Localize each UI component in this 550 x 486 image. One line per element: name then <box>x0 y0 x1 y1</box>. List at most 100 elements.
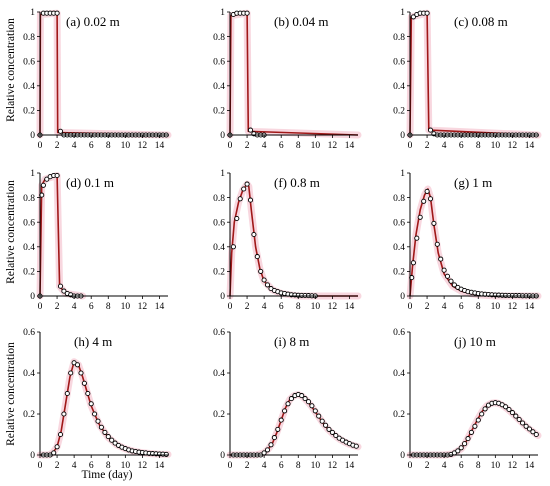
model-curve <box>40 360 169 456</box>
data-point <box>353 443 359 449</box>
y-tick-label: 0 <box>220 451 225 461</box>
panel-label: (i) 8 m <box>274 334 309 349</box>
data-point <box>482 406 488 412</box>
panel-5: 0 2 4 6 8 10 12 14 0 0.2 0.4 0.6 0.8 1 (g) 1 m <box>393 169 542 312</box>
data-point <box>448 278 454 284</box>
data-point <box>329 429 335 435</box>
data-point <box>506 406 512 413</box>
y-tick-label: 0 <box>400 131 405 141</box>
x-tick-label: 10 <box>491 141 501 151</box>
y-tick-label: 0.6 <box>213 57 225 67</box>
x-tick-label: 0 <box>228 141 233 151</box>
data-point <box>427 196 434 202</box>
x-tick-label: 10 <box>311 141 321 151</box>
y-tick-label: 0.4 <box>23 243 35 253</box>
data-point <box>81 380 87 386</box>
model-band <box>36 172 87 300</box>
data-point <box>424 188 430 194</box>
data-point <box>264 447 271 453</box>
x-tick-label: 14 <box>525 302 535 312</box>
panel-2: 0 2 4 6 8 10 12 14 0 0.2 0.4 0.6 0.8 1 (c) 0.08 m <box>393 8 542 151</box>
data-point <box>54 172 60 179</box>
x-tick-label: 12 <box>328 302 338 312</box>
x-tick-label: 10 <box>311 302 321 312</box>
data-point <box>305 399 312 405</box>
data-point <box>479 411 485 417</box>
data-point <box>282 408 288 414</box>
x-tick-label: 14 <box>525 141 535 151</box>
x-tick-label: 2 <box>55 461 60 471</box>
model-band <box>36 9 172 139</box>
x-tick-label: 8 <box>296 141 301 151</box>
data-point <box>533 431 539 438</box>
x-tick-label: 6 <box>279 141 284 151</box>
data-point <box>434 241 440 247</box>
panel-label: (b) 0.04 m <box>274 14 329 29</box>
data-point <box>85 390 91 397</box>
x-tick-label: 0 <box>228 461 233 471</box>
data-point <box>61 411 67 417</box>
y-tick-label: 0 <box>400 292 405 302</box>
x-axis-title: Time (day) <box>81 469 132 481</box>
x-tick-label: 6 <box>459 141 464 151</box>
panel-label: (c) 0.08 m <box>454 14 508 29</box>
x-tick-label: 10 <box>311 461 321 471</box>
data-point <box>61 288 67 294</box>
y-tick-label: 0.8 <box>393 194 405 204</box>
data-point <box>441 267 447 273</box>
x-tick-label: 10 <box>121 141 131 151</box>
y-tick-label: 0 <box>220 292 225 302</box>
x-tick-label: 8 <box>296 302 301 312</box>
x-tick-label: 0 <box>408 461 413 471</box>
x-tick-label: 10 <box>121 302 131 312</box>
y-tick-label: 0.4 <box>23 82 35 92</box>
x-tick-label: 6 <box>89 141 94 151</box>
x-tick-label: 0 <box>38 461 43 471</box>
y-axis-title-row-2: Relative concentration <box>5 180 17 284</box>
y-tick-label: 0.8 <box>23 194 35 204</box>
y-tick-label: 0.2 <box>213 107 225 117</box>
data-point <box>427 127 434 133</box>
y-tick-label: 0 <box>30 292 35 302</box>
panel-label: (h) 4 m <box>74 334 112 349</box>
data-point <box>275 426 281 432</box>
model-band <box>226 9 362 139</box>
x-tick-label: 4 <box>72 302 77 312</box>
y-tick-label: 0.8 <box>393 33 405 43</box>
x-tick-label: 14 <box>345 302 355 312</box>
x-tick-label: 6 <box>459 461 464 471</box>
data-point <box>57 128 64 134</box>
data-point <box>105 434 111 440</box>
data-point <box>268 442 274 448</box>
panel-label: (d) 0.1 m <box>66 175 114 190</box>
x-tick-label: 10 <box>491 302 501 312</box>
y-axis-title-row-1: Relative concentration <box>5 18 17 122</box>
x-tick-label: 12 <box>138 302 148 312</box>
model-band <box>406 185 542 300</box>
y-tick-label: 0 <box>30 451 35 461</box>
data-point <box>475 417 481 423</box>
x-tick-label: 8 <box>476 302 481 312</box>
x-tick-label: 4 <box>262 141 267 151</box>
y-tick-label: 0.6 <box>393 328 405 338</box>
x-tick-label: 6 <box>279 461 284 471</box>
data-point <box>323 422 329 428</box>
data-point <box>288 396 294 402</box>
x-tick-label: 12 <box>328 141 338 151</box>
x-tick-label: 12 <box>328 461 338 471</box>
y-axis-title-row-3: Relative concentration <box>5 342 17 446</box>
data-point <box>163 451 169 457</box>
x-tick-label: 0 <box>228 302 233 312</box>
data-point <box>316 413 322 419</box>
panel-4: 0 2 4 6 8 10 12 14 0 0.2 0.4 0.6 0.8 1 (f) 0.8 m <box>213 169 362 312</box>
data-point <box>234 215 240 222</box>
y-tick-label: 0.2 <box>213 410 225 420</box>
data-point <box>424 10 430 16</box>
x-tick-label: 14 <box>155 302 165 312</box>
data-point <box>458 445 464 451</box>
data-point <box>523 423 529 429</box>
data-point <box>285 401 291 407</box>
x-tick-label: 2 <box>245 302 250 312</box>
data-point <box>414 235 420 241</box>
data-point <box>271 435 277 441</box>
